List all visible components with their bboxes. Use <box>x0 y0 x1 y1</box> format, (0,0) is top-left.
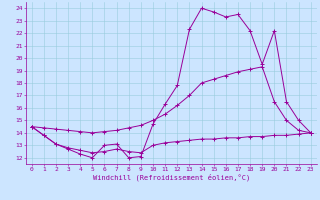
X-axis label: Windchill (Refroidissement éolien,°C): Windchill (Refroidissement éolien,°C) <box>92 173 250 181</box>
